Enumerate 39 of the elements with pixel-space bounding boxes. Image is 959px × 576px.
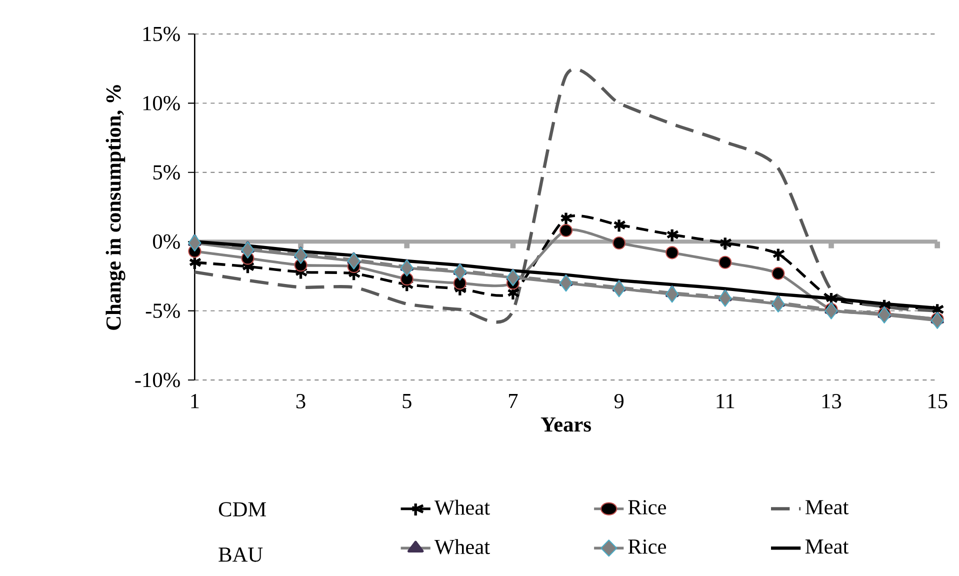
x-axis-title: Years — [540, 418, 591, 432]
y-tick-label: 10% — [143, 96, 180, 110]
point — [612, 280, 626, 298]
legend-label: Meat — [805, 500, 849, 514]
point — [294, 246, 308, 264]
text: BAU — [218, 548, 263, 562]
point — [930, 312, 944, 330]
point — [241, 241, 254, 258]
y-tick-label: -5% — [146, 304, 180, 318]
legend-label: Rice — [628, 539, 666, 554]
legend-label: Rice — [628, 500, 666, 514]
x-tick-label: 1 — [191, 394, 199, 408]
legend-label: Meat — [805, 540, 849, 554]
y-tick-label: -10% — [135, 372, 180, 388]
x-tick-label: 7 — [509, 394, 518, 408]
y-tick-label: 5% — [153, 165, 180, 180]
point — [878, 306, 891, 324]
x-tick-label: 5 — [402, 394, 412, 408]
x-tick-label: 9 — [614, 394, 624, 408]
y-tick-label: 0% — [153, 234, 180, 249]
x-tick-label: 15 — [928, 394, 948, 408]
point — [772, 295, 785, 312]
legend-label: Wheat — [434, 500, 490, 515]
x-tick-label: 11 — [716, 394, 734, 408]
point — [506, 269, 520, 286]
point — [453, 264, 466, 281]
point — [559, 274, 573, 292]
point — [347, 252, 360, 270]
point — [824, 302, 838, 320]
point — [188, 234, 202, 252]
y-axis-title: Change in consumption, % — [106, 85, 126, 330]
legend-label: Wheat — [434, 539, 490, 554]
point — [400, 259, 414, 276]
x-tick-label: 3 — [296, 394, 306, 408]
text: CDM — [218, 502, 266, 516]
x-tick-label: 13 — [822, 394, 842, 408]
point — [666, 286, 679, 303]
point — [718, 290, 732, 307]
y-tick-label: 15% — [143, 26, 180, 42]
